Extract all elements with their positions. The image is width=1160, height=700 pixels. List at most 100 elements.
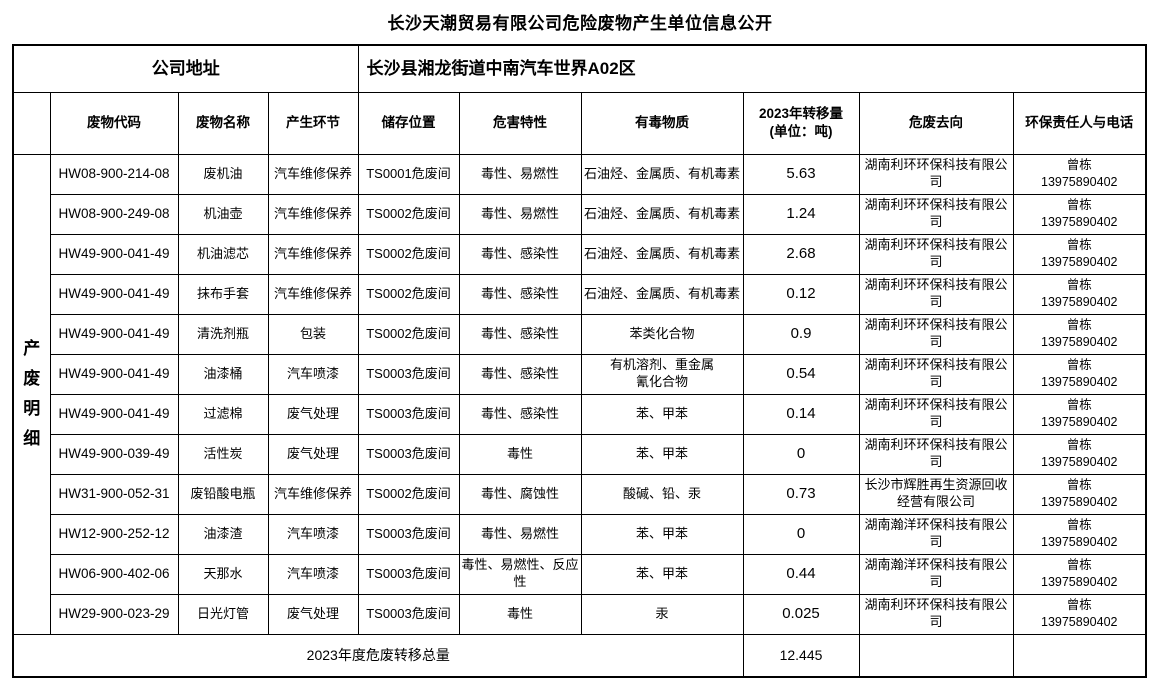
company-address-row: 公司地址 长沙县湘龙街道中南汽车世界A02区 bbox=[12, 44, 1147, 93]
cell-amount: 0 bbox=[742, 513, 860, 555]
cell-destination: 长沙市辉胜再生资源回收经营有限公司 bbox=[858, 473, 1014, 515]
cell-toxic: 苯、甲苯 bbox=[580, 553, 744, 595]
cell-stage: 汽车喷漆 bbox=[267, 513, 359, 555]
table-row: HW49-900-041-49 抹布手套 汽车维修保养 TS0002危废间 毒性、感染性… bbox=[13, 273, 1147, 315]
cell-storage: TS0001危废间 bbox=[357, 153, 460, 195]
cell-stage: 汽车维修保养 bbox=[267, 273, 359, 315]
cell-name: 天那水 bbox=[177, 553, 269, 595]
cell-contact: 曾栋 13975890402 bbox=[1012, 593, 1147, 635]
cell-name: 废铅酸电瓶 bbox=[177, 473, 269, 515]
cell-toxic: 汞 bbox=[580, 593, 744, 635]
cell-amount: 0.025 bbox=[742, 593, 860, 635]
cell-code: HW12-900-252-12 bbox=[49, 513, 179, 555]
cell-name: 清洗剂瓶 bbox=[177, 313, 269, 355]
cell-stage: 汽车维修保养 bbox=[267, 153, 359, 195]
cell-destination: 湖南利环环保科技有限公司 bbox=[858, 233, 1014, 275]
cell-hazard: 毒性、感染性 bbox=[458, 313, 582, 355]
company-address-value: 长沙县湘龙街道中南汽车世界A02区 bbox=[357, 44, 1147, 93]
cell-storage: TS0003危废间 bbox=[357, 513, 460, 555]
cell-hazard: 毒性、腐蚀性 bbox=[458, 473, 582, 515]
cell-toxic: 石油烃、金属质、有机毒素 bbox=[580, 193, 744, 235]
page-title: 长沙天潮贸易有限公司危险废物产生单位信息公开 bbox=[387, 14, 773, 33]
cell-hazard: 毒性、感染性 bbox=[458, 353, 582, 395]
cell-toxic: 苯、甲苯 bbox=[580, 513, 744, 555]
cell-name: 机油滤芯 bbox=[177, 233, 269, 275]
cell-name: 油漆桶 bbox=[177, 353, 269, 395]
company-address-label: 公司地址 bbox=[12, 44, 359, 93]
cell-stage: 汽车喷漆 bbox=[267, 553, 359, 595]
cell-toxic: 苯、甲苯 bbox=[580, 433, 744, 475]
column-header-name: 废物名称 bbox=[177, 91, 269, 155]
cell-destination: 湖南利环环保科技有限公司 bbox=[858, 593, 1014, 635]
cell-toxic: 有机溶剂、重金属 氰化合物 bbox=[580, 353, 744, 395]
cell-code: HW06-900-402-06 bbox=[49, 553, 179, 595]
cell-stage: 汽车维修保养 bbox=[267, 193, 359, 235]
table-row: HW08-900-249-08 机油壶 汽车维修保养 TS0002危废间 毒性、易燃性石… bbox=[13, 193, 1147, 235]
cell-amount: 0.9 bbox=[742, 313, 860, 355]
cell-contact: 曾栋 13975890402 bbox=[1012, 553, 1147, 595]
cell-storage: TS0003危废间 bbox=[357, 393, 460, 435]
cell-contact: 曾栋 13975890402 bbox=[1012, 233, 1147, 275]
cell-destination: 湖南瀚洋环保科技有限公司 bbox=[858, 553, 1014, 595]
table-row: HW12-900-252-12 油漆渣 汽车喷漆 TS0003危废间 毒性、易燃性 苯、甲… bbox=[13, 513, 1147, 555]
cell-code: HW08-900-214-08 bbox=[49, 153, 179, 195]
cell-hazard: 毒性、易燃性 bbox=[458, 513, 582, 555]
cell-hazard: 毒性 bbox=[458, 593, 582, 635]
cell-destination: 湖南利环环保科技有限公司 bbox=[858, 193, 1014, 235]
cell-name: 机油壶 bbox=[177, 193, 269, 235]
corner-cell bbox=[12, 91, 51, 155]
hazardous-waste-table: 公司地址 长沙县湘龙街道中南汽车世界A02区 废物代码 废物名称 产生环节 储存… bbox=[12, 44, 1147, 678]
cell-toxic: 苯、甲苯 bbox=[580, 393, 744, 435]
cell-destination: 湖南利环环保科技有限公司 bbox=[858, 273, 1014, 315]
column-header-stage: 产生环节 bbox=[267, 91, 359, 155]
cell-amount: 0.12 bbox=[742, 273, 860, 315]
cell-stage: 汽车喷漆 bbox=[267, 353, 359, 395]
cell-hazard: 毒性、感染性 bbox=[458, 393, 582, 435]
column-header-code: 废物代码 bbox=[49, 91, 179, 155]
cell-hazard: 毒性、感染性 bbox=[458, 233, 582, 275]
cell-contact: 曾栋 13975890402 bbox=[1012, 433, 1147, 475]
cell-contact: 曾栋 13975890402 bbox=[1012, 153, 1147, 195]
cell-destination: 湖南利环环保科技有限公司 bbox=[858, 153, 1014, 195]
cell-storage: TS0002危废间 bbox=[357, 313, 460, 355]
cell-stage: 汽车维修保养 bbox=[267, 473, 359, 515]
cell-storage: TS0003危废间 bbox=[357, 553, 460, 595]
cell-name: 油漆渣 bbox=[177, 513, 269, 555]
cell-destination: 湖南利环环保科技有限公司 bbox=[858, 433, 1014, 475]
cell-name: 抹布手套 bbox=[177, 273, 269, 315]
total-label: 2023年度危废转移总量 bbox=[12, 633, 744, 678]
cell-hazard: 毒性 bbox=[458, 433, 582, 475]
cell-stage: 废气处理 bbox=[267, 433, 359, 475]
cell-amount: 5.63 bbox=[742, 153, 860, 195]
cell-name: 日光灯管 bbox=[177, 593, 269, 635]
total-empty-contact bbox=[1012, 633, 1147, 678]
table-row: HW49-900-041-49 过滤棉 废气处理 TS0003危废间 毒性、感染性 苯、甲… bbox=[13, 393, 1147, 435]
cell-code: HW49-900-041-49 bbox=[49, 233, 179, 275]
table-row: HW49-900-041-49 清洗剂瓶 包装 TS0002危废间 毒性、感染性 苯类化合… bbox=[13, 313, 1147, 355]
cell-hazard: 毒性、易燃性 bbox=[458, 153, 582, 195]
table-row: HW49-900-041-49 油漆桶 汽车喷漆 TS0003危废间 毒性、感染性 有机溶… bbox=[13, 353, 1147, 395]
column-header-amount: 2023年转移量 (单位：吨) bbox=[742, 91, 860, 155]
cell-code: HW49-900-039-49 bbox=[49, 433, 179, 475]
cell-destination: 湖南瀚洋环保科技有限公司 bbox=[858, 513, 1014, 555]
cell-code: HW29-900-023-29 bbox=[49, 593, 179, 635]
table-row: HW29-900-023-29 日光灯管 废气处理 TS0003危废间 毒性汞 0.025… bbox=[13, 593, 1147, 635]
column-header-toxic: 有毒物质 bbox=[580, 91, 744, 155]
table-row: HW49-900-039-49 活性炭 废气处理 TS0003危废间 毒性 苯、甲苯 0 湖南… bbox=[13, 433, 1147, 475]
total-empty-destination bbox=[858, 633, 1014, 678]
cell-code: HW31-900-052-31 bbox=[49, 473, 179, 515]
column-header-hazard: 危害特性 bbox=[458, 91, 582, 155]
cell-amount: 0.14 bbox=[742, 393, 860, 435]
cell-destination: 湖南利环环保科技有限公司 bbox=[858, 353, 1014, 395]
column-header-storage: 储存位置 bbox=[357, 91, 460, 155]
cell-amount: 1.24 bbox=[742, 193, 860, 235]
cell-stage: 包装 bbox=[267, 313, 359, 355]
cell-contact: 曾栋 13975890402 bbox=[1012, 393, 1147, 435]
cell-code: HW49-900-041-49 bbox=[49, 393, 179, 435]
cell-toxic: 苯类化合物 bbox=[580, 313, 744, 355]
cell-destination: 湖南利环环保科技有限公司 bbox=[858, 313, 1014, 355]
cell-code: HW08-900-249-08 bbox=[49, 193, 179, 235]
cell-contact: 曾栋 13975890402 bbox=[1012, 513, 1147, 555]
cell-hazard: 毒性、易燃性 bbox=[458, 193, 582, 235]
cell-storage: TS0002危废间 bbox=[357, 193, 460, 235]
